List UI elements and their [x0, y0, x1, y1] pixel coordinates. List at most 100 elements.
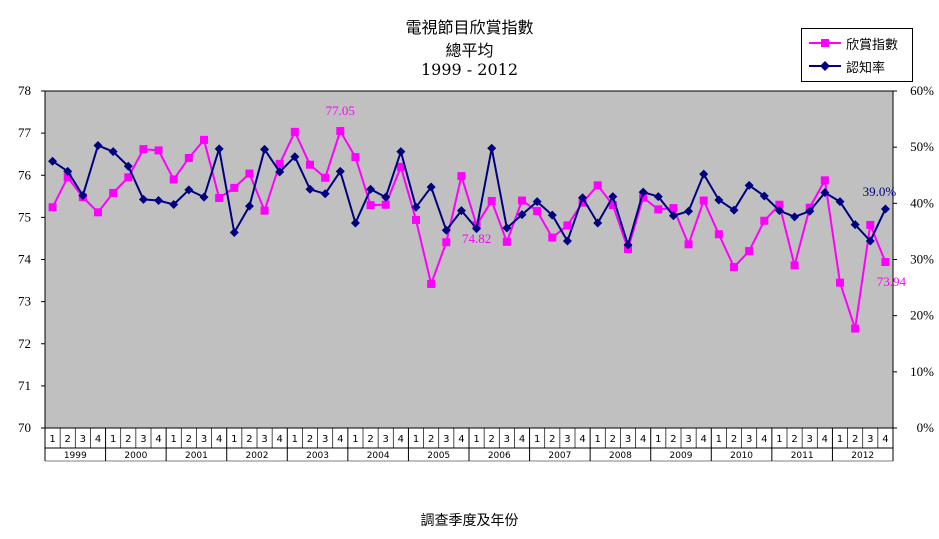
quarter-tick-label: 4	[95, 434, 101, 445]
appreciation-point	[639, 193, 648, 202]
awareness-point	[456, 206, 466, 216]
appreciation-point	[48, 203, 57, 212]
awareness-point	[350, 218, 360, 228]
appreciation-point	[851, 324, 860, 333]
awareness-point	[93, 140, 103, 150]
quarter-tick-label: 1	[231, 434, 237, 445]
awareness-point	[441, 225, 451, 235]
quarter-tick-label: 1	[716, 434, 722, 445]
quarter-tick-label: 2	[489, 434, 495, 445]
awareness-point	[487, 143, 497, 153]
appreciation-point	[215, 193, 224, 202]
left-axis-tick-label: 77	[18, 125, 32, 140]
awareness-point	[199, 192, 209, 202]
awareness-point	[63, 166, 73, 176]
year-tick-label: 2010	[730, 451, 753, 461]
awareness-point	[744, 180, 754, 190]
quarter-tick-label: 1	[776, 434, 782, 445]
quarter-tick-label: 2	[731, 434, 737, 445]
quarter-tick-label: 1	[413, 434, 419, 445]
right-axis-tick-label: 60%	[910, 83, 934, 98]
x-axis-title: 調查季度及年份	[420, 513, 519, 529]
quarter-tick-label: 1	[837, 434, 843, 445]
appreciation-point	[336, 127, 345, 136]
right-axis-tick-label: 0%	[917, 420, 935, 435]
quarter-tick-label: 3	[867, 434, 873, 445]
awareness-point	[805, 206, 815, 216]
year-tick-label: 2002	[246, 451, 269, 461]
quarter-tick-label: 4	[155, 434, 161, 445]
awareness-point	[578, 193, 588, 203]
appreciation-point	[518, 196, 526, 205]
quarter-tick-label: 1	[473, 434, 479, 445]
awareness-data-label: 39.0%	[863, 184, 897, 199]
left-axis-tick-label: 74	[18, 252, 32, 267]
quarter-tick-label: 4	[761, 434, 767, 445]
awareness-point	[138, 194, 148, 204]
appreciation-point	[730, 263, 738, 272]
appreciation-point	[563, 221, 572, 230]
appreciation-point	[866, 220, 875, 229]
appreciation-point	[200, 135, 208, 144]
awareness-point	[547, 210, 557, 220]
awareness-point	[320, 189, 330, 199]
awareness-point	[759, 191, 769, 201]
quarter-tick-label: 1	[534, 434, 540, 445]
quarter-tick-label: 1	[655, 434, 661, 445]
appreciation-point	[109, 188, 118, 197]
appreciation-point	[654, 205, 663, 214]
appreciation-point	[230, 183, 239, 192]
awareness-point	[244, 201, 254, 211]
legend-label-awareness: 認知率	[846, 60, 886, 76]
legend-label-appreciation: 欣賞指數	[846, 37, 899, 53]
awareness-point	[396, 147, 406, 157]
appreciation-point	[63, 173, 72, 182]
awareness-point	[623, 240, 633, 250]
quarter-tick-label: 1	[171, 434, 177, 445]
awareness-point	[880, 204, 890, 214]
legend-item-awareness: 認知率	[808, 56, 885, 76]
awareness-point	[865, 236, 875, 246]
awareness-point	[154, 196, 164, 206]
awareness-point	[472, 224, 482, 234]
appreciation-point	[275, 159, 284, 168]
appreciation-point	[124, 173, 133, 182]
appreciation-point	[154, 146, 163, 155]
quarter-tick-label: 2	[125, 434, 131, 445]
quarter-tick-label: 4	[822, 434, 828, 445]
quarter-tick-label: 3	[443, 434, 449, 445]
awareness-point	[850, 220, 860, 230]
quarter-tick-label: 3	[564, 434, 570, 445]
appreciation-point	[836, 278, 844, 287]
quarter-tick-label: 2	[852, 434, 858, 445]
quarter-tick-label: 2	[670, 434, 676, 445]
quarter-tick-label: 3	[807, 434, 813, 445]
appreciation-point	[260, 206, 269, 215]
year-tick-label: 2008	[609, 451, 632, 461]
awareness-point	[48, 156, 58, 166]
appreciation-point	[760, 216, 769, 225]
awareness-point	[820, 188, 830, 198]
appreciation-point	[457, 172, 466, 181]
appreciation-point	[306, 160, 314, 169]
chart-title-line-2: 總平均	[445, 41, 494, 60]
appreciation-point	[699, 196, 708, 205]
quarter-tick-label: 2	[428, 434, 434, 445]
quarter-tick-label: 3	[80, 434, 86, 445]
awareness-point	[714, 195, 724, 205]
quarter-tick-label: 4	[882, 434, 888, 445]
quarter-tick-label: 3	[201, 434, 207, 445]
awareness-point	[108, 147, 118, 157]
quarter-tick-label: 3	[140, 434, 146, 445]
awareness-point	[562, 236, 572, 246]
quarter-tick-label: 3	[261, 434, 267, 445]
appreciation-point	[442, 238, 451, 247]
awareness-point	[426, 182, 436, 192]
year-tick-label: 2000	[124, 451, 147, 461]
appreciation-point	[169, 175, 178, 184]
year-tick-label: 2007	[548, 451, 571, 461]
quarter-tick-label: 3	[625, 434, 631, 445]
plot-area	[44, 90, 894, 429]
quarter-tick-label: 2	[307, 434, 313, 445]
